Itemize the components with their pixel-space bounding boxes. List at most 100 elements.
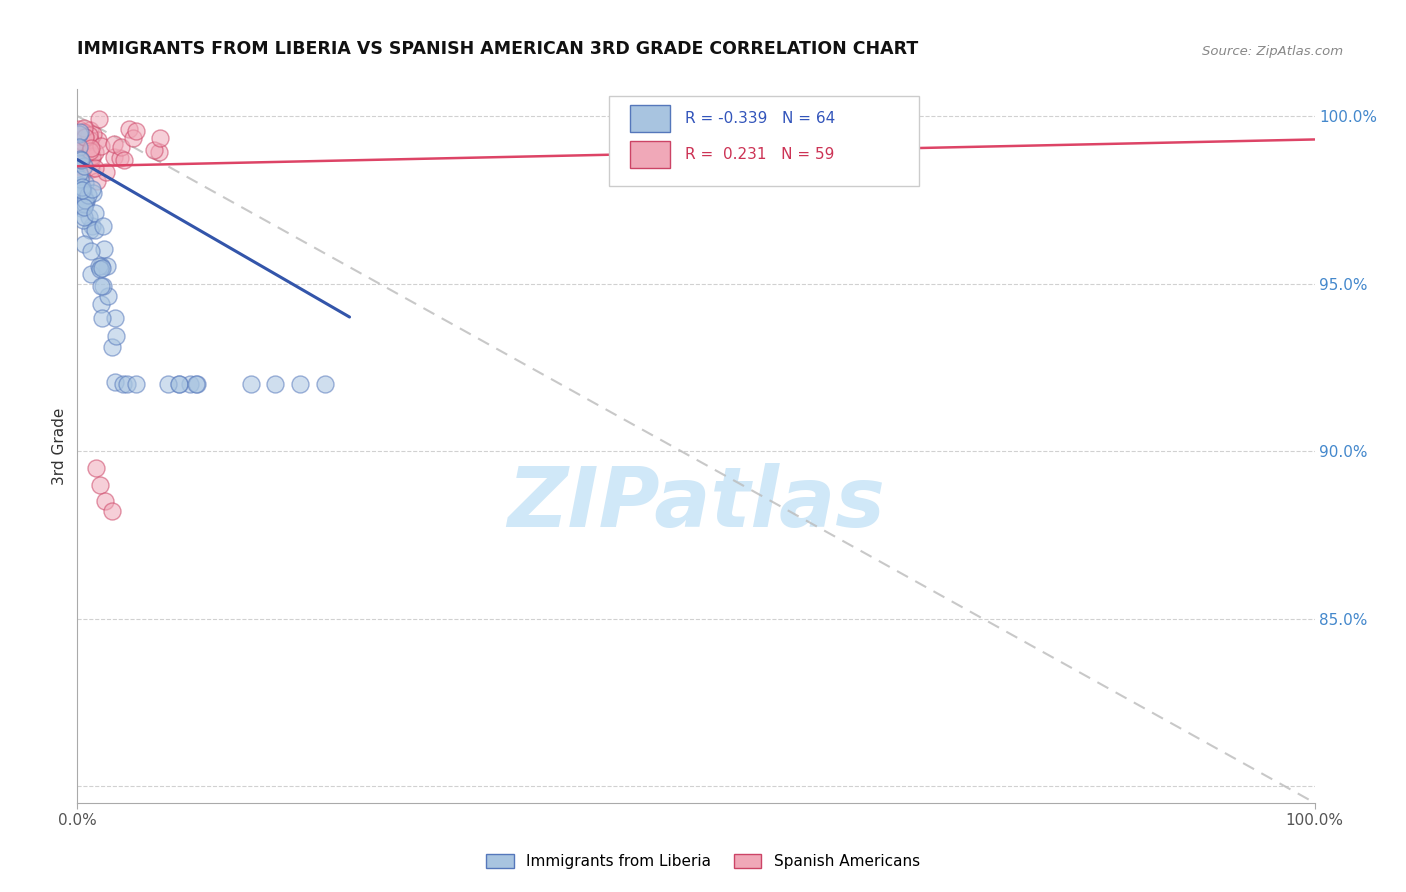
Point: [75, 129, 97, 144]
Point: [84, 460, 107, 475]
Text: Source: ZipAtlas.com: Source: ZipAtlas.com: [1202, 45, 1343, 58]
Point: [80, 149, 103, 163]
Point: [84, 205, 107, 219]
Point: [122, 130, 145, 145]
Point: [70, 186, 93, 200]
Point: [67, 155, 90, 169]
Point: [70, 183, 93, 197]
Point: [67, 121, 90, 136]
Point: [69, 152, 91, 166]
Point: [91, 278, 114, 293]
Point: [143, 144, 166, 158]
Point: [103, 150, 125, 164]
Point: [179, 377, 201, 392]
Point: [89, 477, 111, 491]
Point: [67, 182, 90, 196]
Point: [73, 125, 96, 139]
Point: [184, 377, 207, 392]
Point: [80, 244, 103, 258]
Point: [67, 141, 90, 155]
Legend: Immigrants from Liberia, Spanish Americans: Immigrants from Liberia, Spanish America…: [479, 848, 927, 875]
Point: [77, 138, 100, 153]
Point: [108, 152, 131, 166]
Point: [104, 375, 127, 389]
Point: [67, 149, 90, 163]
Point: [72, 125, 94, 139]
Point: [186, 377, 208, 392]
Point: [67, 156, 90, 170]
Point: [112, 153, 135, 167]
Point: [69, 139, 91, 153]
Point: [79, 123, 101, 137]
Point: [67, 146, 90, 161]
Point: [101, 339, 124, 353]
Point: [115, 377, 138, 392]
Point: [80, 182, 103, 196]
Point: [73, 210, 96, 224]
Point: [75, 194, 97, 208]
Point: [67, 135, 90, 149]
Point: [73, 188, 96, 202]
Point: [70, 180, 93, 194]
Point: [69, 153, 91, 167]
Point: [67, 129, 90, 144]
Point: [125, 377, 148, 392]
Point: [87, 133, 110, 147]
Point: [148, 145, 170, 159]
Point: [69, 201, 91, 215]
Point: [70, 139, 93, 153]
Point: [104, 329, 127, 343]
Point: [118, 121, 141, 136]
Point: [70, 164, 93, 178]
Point: [90, 296, 112, 310]
Point: [156, 377, 179, 392]
Point: [93, 242, 115, 256]
Point: [69, 141, 91, 155]
Point: [75, 144, 97, 158]
Point: [89, 262, 111, 277]
Point: [73, 194, 96, 208]
Text: IMMIGRANTS FROM LIBERIA VS SPANISH AMERICAN 3RD GRADE CORRELATION CHART: IMMIGRANTS FROM LIBERIA VS SPANISH AMERI…: [77, 40, 918, 58]
Point: [72, 213, 94, 227]
Point: [73, 237, 96, 252]
Point: [73, 130, 96, 145]
Text: ZIPatlas: ZIPatlas: [508, 463, 884, 543]
Point: [87, 259, 110, 273]
Y-axis label: 3rd Grade: 3rd Grade: [52, 408, 67, 484]
Point: [69, 172, 91, 186]
Point: [90, 260, 112, 274]
FancyBboxPatch shape: [609, 96, 918, 186]
Text: R =  0.231   N = 59: R = 0.231 N = 59: [685, 146, 834, 161]
Point: [96, 259, 118, 273]
Point: [125, 124, 148, 138]
Point: [104, 311, 127, 326]
Text: R = -0.339   N = 64: R = -0.339 N = 64: [685, 111, 835, 126]
Point: [73, 200, 96, 214]
Point: [67, 159, 90, 173]
Point: [90, 279, 112, 293]
Point: [69, 125, 91, 139]
Point: [264, 377, 287, 392]
Point: [73, 120, 96, 135]
Point: [110, 139, 132, 153]
Point: [69, 178, 91, 192]
Point: [79, 133, 101, 147]
Point: [84, 161, 107, 175]
Point: [101, 504, 124, 518]
Point: [77, 188, 100, 202]
Point: [67, 166, 90, 180]
FancyBboxPatch shape: [630, 141, 671, 168]
Point: [75, 196, 97, 211]
Point: [86, 174, 108, 188]
Point: [93, 494, 115, 508]
Point: [90, 139, 112, 153]
Point: [82, 127, 104, 141]
Point: [67, 132, 90, 146]
Point: [69, 159, 91, 173]
Point: [73, 177, 96, 191]
Point: [288, 377, 311, 392]
Point: [82, 152, 104, 166]
Point: [67, 127, 90, 141]
Point: [83, 145, 105, 159]
Point: [67, 140, 90, 154]
